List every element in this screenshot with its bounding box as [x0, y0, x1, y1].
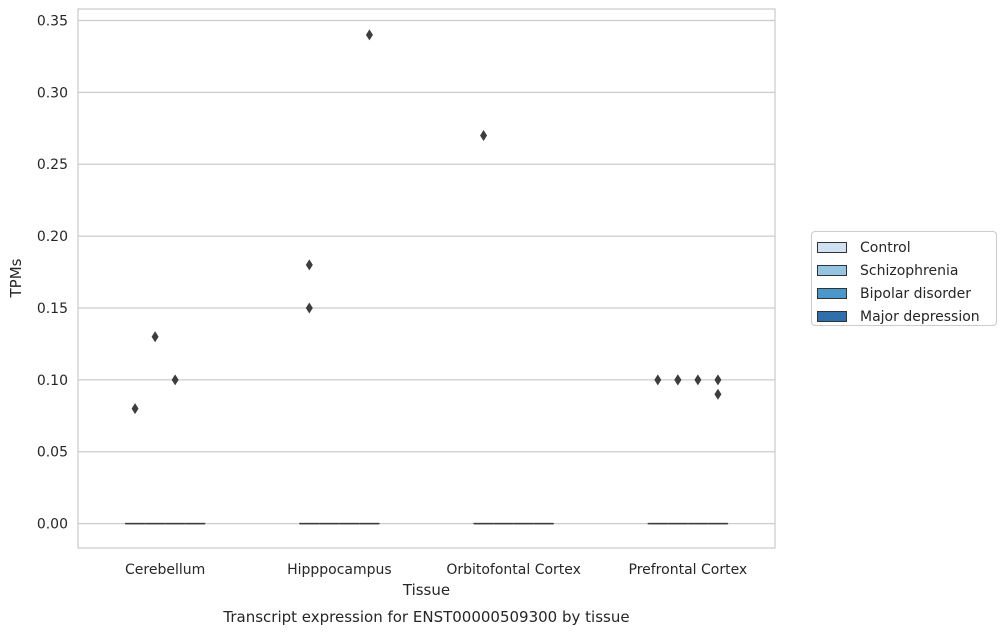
y-tick-label: 0.10 [37, 373, 68, 389]
legend-label-major-depression: Major depression [860, 308, 980, 325]
y-tick-label: 0.35 [37, 13, 68, 29]
legend-item-bipolar-disorder: Bipolar disorder [812, 282, 996, 305]
x-tick-label-orbitofontal-cortex: Orbitofontal Cortex [446, 562, 581, 578]
legend-swatch-control [817, 242, 847, 253]
legend-item-major-depression: Major depression [812, 305, 996, 328]
legend-swatch-major-depression [817, 311, 847, 322]
outlier-point [365, 29, 373, 41]
outlier-point [305, 302, 313, 314]
legend-label-schizophrenia: Schizophrenia [860, 262, 959, 279]
x-tick-label-prefrontal-cortex: Prefrontal Cortex [629, 562, 748, 578]
outlier-point [714, 374, 722, 386]
outlier-point [305, 259, 313, 271]
y-tick-label: 0.20 [37, 229, 68, 245]
x-tick-label-hipppocampus: Hipppocampus [287, 562, 392, 578]
legend-swatch-schizophrenia [817, 265, 847, 276]
legend-item-control: Control [812, 236, 996, 259]
outlier-point [151, 331, 159, 343]
outlier-point [714, 388, 722, 400]
outlier-point [654, 374, 662, 386]
y-tick-label: 0.05 [37, 445, 68, 461]
x-tick-labels: Cerebellum Hipppocampus Orbitofontal Corte… [125, 562, 747, 578]
plot-area [77, 8, 776, 549]
y-tick-labels: 0.00 0.05 0.10 0.15 0.20 0.25 0.30 0.35 [37, 13, 68, 532]
outlier-point [171, 374, 179, 386]
outliers [131, 29, 722, 415]
y-axis-title: TPMs [7, 258, 25, 298]
outlier-point [694, 374, 702, 386]
chart-caption: Transcript expression for ENST0000050930… [222, 608, 629, 626]
legend-label-bipolar-disorder: Bipolar disorder [860, 285, 972, 302]
x-tick-label-cerebellum: Cerebellum [125, 562, 205, 578]
legend-label-control: Control [860, 239, 911, 256]
y-tick-label: 0.15 [37, 301, 68, 317]
outlier-point [480, 129, 488, 141]
y-tick-label: 0.00 [37, 517, 68, 533]
legend-swatch-bipolar-disorder [817, 288, 847, 299]
y-tick-label: 0.30 [37, 85, 68, 101]
x-axis-title: Tissue [402, 581, 450, 599]
outlier-point [674, 374, 682, 386]
y-tick-label: 0.25 [37, 157, 68, 173]
legend: Control Schizophrenia Bipolar disorder M… [811, 231, 997, 326]
legend-item-schizophrenia: Schizophrenia [812, 259, 996, 282]
outlier-point [131, 403, 139, 415]
